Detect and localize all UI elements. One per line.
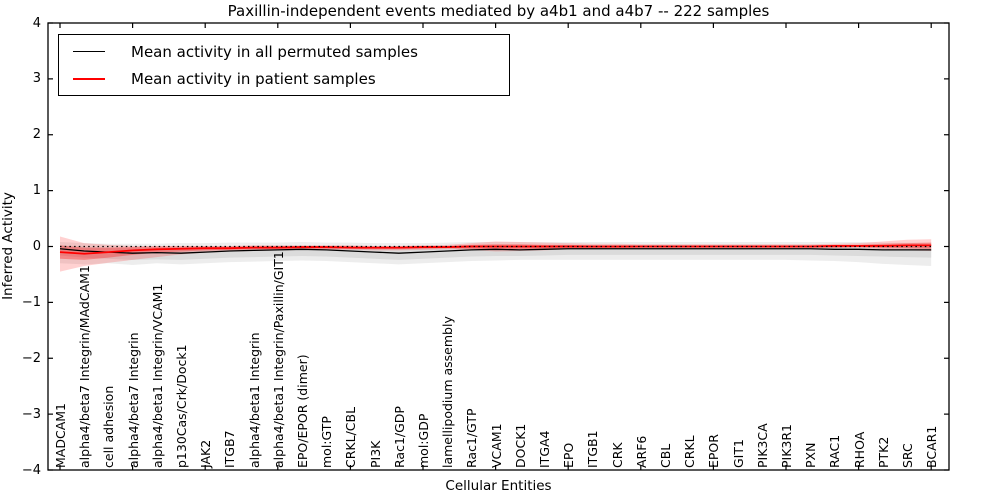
x-tick-label: alpha4/beta1 Integrin/VCAM1 [149, 283, 165, 468]
x-tick-label: mol:GDP [416, 413, 431, 468]
legend-label: Mean activity in patient samples [131, 69, 376, 88]
x-tick-label: SRC [900, 443, 915, 468]
y-tick-label: 1 [32, 183, 41, 199]
x-tick-label: ITGB1 [585, 430, 601, 468]
y-tick-label: −1 [21, 294, 41, 310]
x-tick-label: RHOA [851, 431, 867, 468]
x-tick-label: CRKL/CBL [343, 406, 359, 468]
x-tick-label: lamellipodium assembly [440, 316, 456, 468]
x-tick-label: PXN [803, 442, 819, 468]
x-tick-label: PIK3CA [754, 423, 770, 468]
y-tick-label: −2 [21, 350, 41, 366]
x-tick-label: DOCK1 [512, 423, 528, 468]
y-tick-label: −4 [21, 462, 41, 478]
x-tick-label: ARF6 [633, 435, 649, 468]
x-tick-label: Rac1/GTP [464, 408, 480, 468]
y-tick-label: 3 [32, 71, 41, 87]
legend-label: Mean activity in all permuted samples [131, 42, 418, 61]
y-tick-label: −3 [21, 406, 41, 422]
x-tick-label: RAC1 [827, 434, 843, 468]
x-tick-label: mol:GTP [319, 416, 335, 468]
y-tick-label: 2 [32, 127, 41, 143]
legend-line-sample-black [73, 51, 105, 52]
x-tick-label: JAK2 [198, 439, 214, 468]
x-tick-label: PTK2 [875, 436, 891, 468]
legend-line-sample-red [73, 77, 105, 80]
x-tick-label: EPO [561, 442, 577, 468]
x-tick-label: GIT1 [730, 439, 746, 468]
y-tick-label: 4 [32, 15, 41, 31]
x-tick-label: alpha4/beta1 Integrin/Paxillin/GIT1 [270, 251, 286, 468]
patient-band-outer [60, 236, 932, 272]
patient-mean-line [59, 244, 932, 255]
x-tick-label: alpha4/beta1 Integrin [246, 332, 262, 468]
x-tick-label: cell adhesion [101, 385, 117, 468]
y-tick-label: 0 [32, 239, 41, 254]
y-axis-label: Inferred Activity [0, 192, 16, 300]
x-axis-label: Cellular Entities [445, 478, 552, 494]
x-tick-label: ITGA4 [537, 430, 552, 468]
x-tick-label: BCAR1 [924, 425, 940, 468]
x-tick-label: VCAM1 [488, 423, 504, 468]
legend-entry-patient: Mean activity in patient samples [59, 66, 509, 92]
chart-title: Paxillin-independent events mediated by … [227, 2, 770, 20]
x-tick-label: EPO/EPOR (dimer) [295, 354, 310, 468]
x-tick-label: EPOR [706, 434, 722, 468]
permuted-mean-line [59, 248, 932, 254]
x-tick-label: CRK [609, 442, 625, 468]
x-tick-label: CBL [658, 443, 673, 468]
x-tick-label: Rac1/GDP [391, 406, 407, 468]
x-tick-label: alpha4/beta7 Integrin [125, 332, 141, 468]
x-tick-label: CRKL [682, 435, 698, 468]
x-tick-label: PI3K [367, 440, 383, 468]
x-tick-label: MADCAM1 [53, 403, 68, 468]
x-tick-label: alpha4/beta7 Integrin/MAdCAM1 [77, 265, 93, 468]
legend: Mean activity in all permuted samples Me… [58, 34, 510, 96]
x-tick-label: PIK3R1 [779, 423, 794, 468]
legend-entry-permuted: Mean activity in all permuted samples [59, 39, 509, 65]
x-tick-label: p130Cas/Crk/Dock1 [174, 344, 189, 468]
x-tick-label: ITGB7 [222, 430, 238, 468]
